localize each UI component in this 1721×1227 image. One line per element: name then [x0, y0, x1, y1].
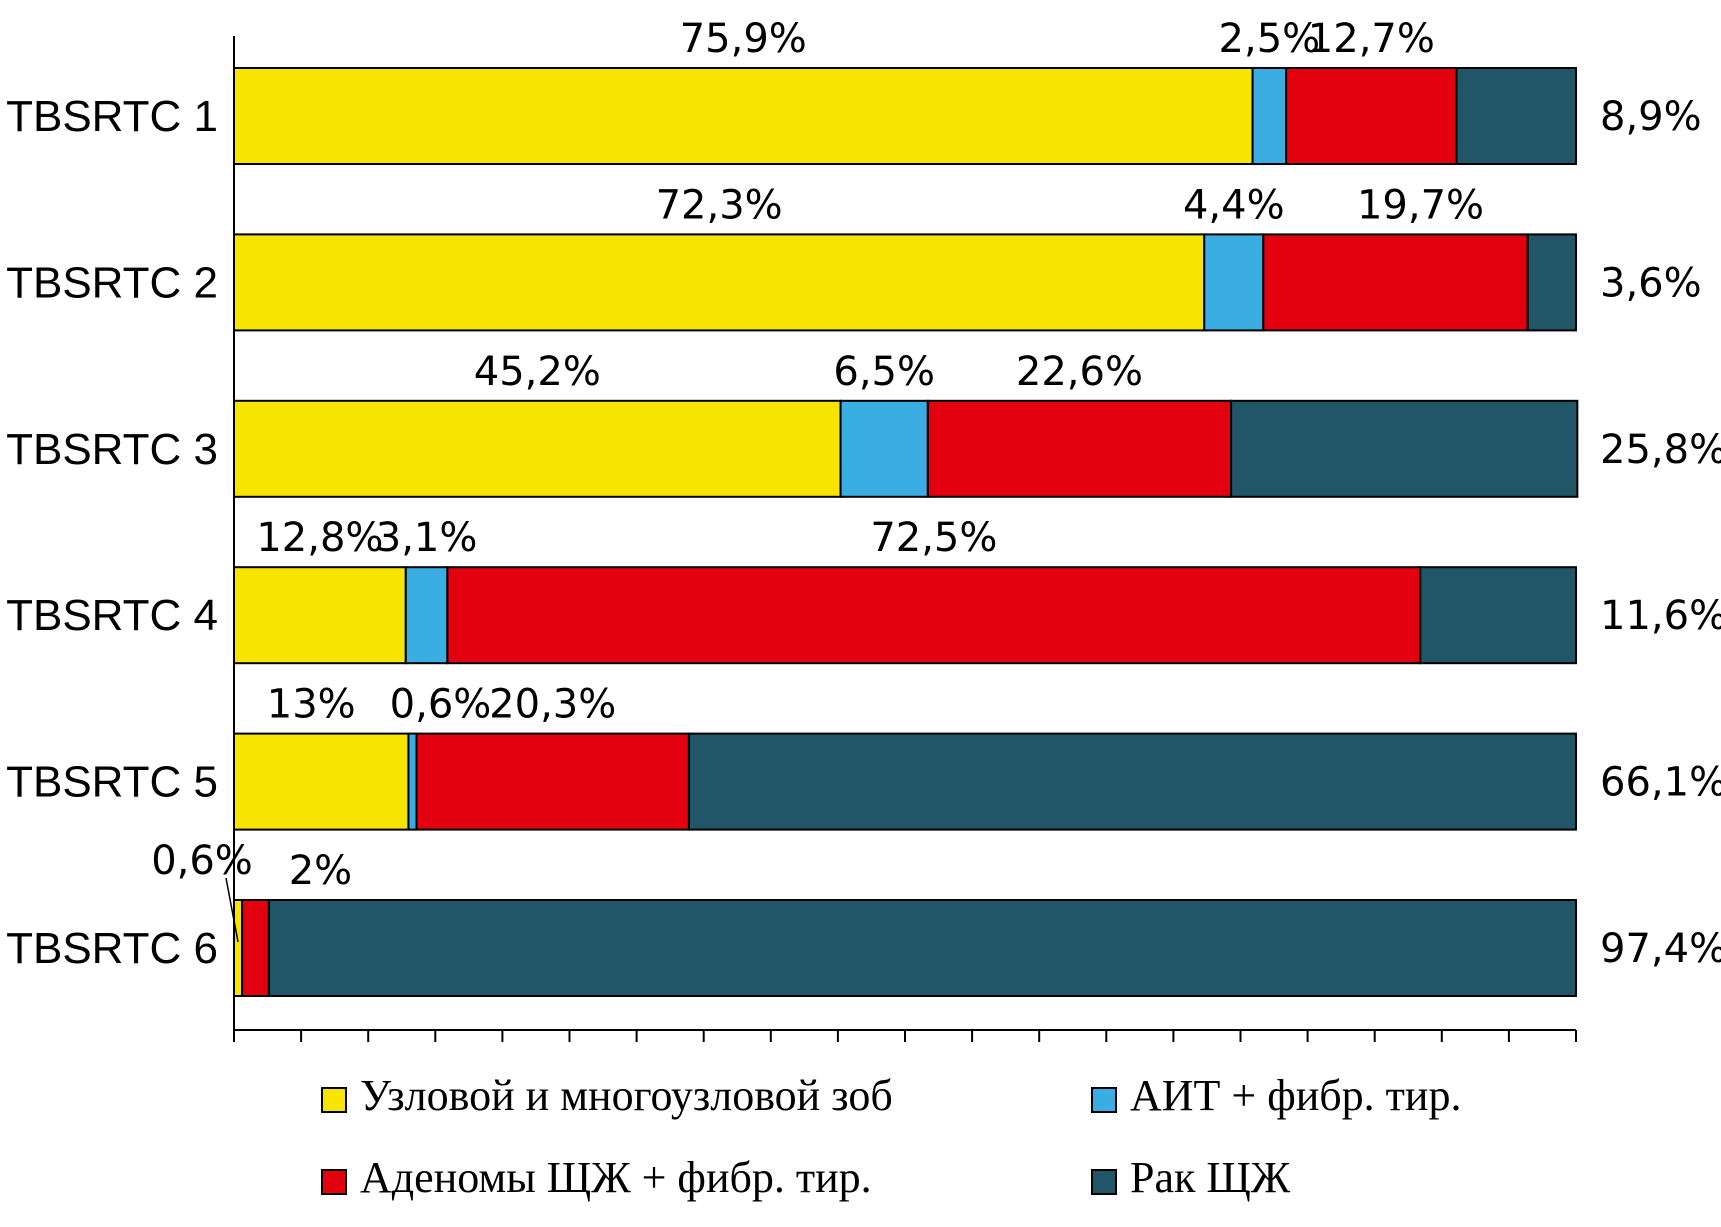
legend-swatch	[321, 1169, 347, 1195]
bar-segment	[687, 732, 1577, 831]
legend-label: АИТ + фибр. тир.	[1130, 1071, 1461, 1120]
bars	[233, 67, 1579, 997]
data-label: 19,7%	[1357, 182, 1484, 228]
data-label: 3,1%	[376, 515, 478, 561]
value-labels: 75,9% 2,5%12,7% 8,9% 72,3% 4,4% 19,7% 3,6% 45,2…	[151, 16, 1721, 972]
category-label: TBSRTC 3	[6, 425, 218, 474]
bar-segment	[1419, 566, 1577, 665]
category-label: TBSRTC 1	[6, 92, 218, 141]
bar-segment	[926, 399, 1233, 498]
data-label: 2,5%	[1219, 16, 1321, 62]
category-label: TBSRTC 6	[6, 924, 218, 973]
data-label: 66,1%	[1600, 760, 1721, 806]
legend-swatch	[321, 1087, 347, 1113]
bar-segment	[404, 566, 449, 665]
legend-label: Узловой и многоузловой зоб	[360, 1071, 893, 1120]
data-label: 72,3%	[656, 182, 783, 228]
bar-segment	[1285, 67, 1458, 165]
data-label: 3,6%	[1600, 260, 1702, 306]
data-label: 8,9%	[1600, 94, 1702, 140]
data-label: 75,9%	[680, 16, 807, 62]
legend-swatch	[1091, 1087, 1117, 1113]
data-label: 13%	[267, 682, 356, 728]
data-label: 6,5%	[833, 349, 935, 395]
bar-segment	[241, 899, 270, 997]
bar-segment	[233, 566, 407, 665]
bar-segment	[1455, 67, 1578, 165]
bar-segment	[407, 732, 418, 831]
data-label: 25,8%	[1600, 427, 1721, 473]
data-label: 0,6%	[390, 682, 492, 728]
bar-segment	[233, 67, 1254, 165]
bar-segment	[839, 399, 929, 498]
data-label: 97,4%	[1600, 926, 1721, 972]
data-label: 12,7%	[1308, 16, 1435, 62]
bar-segment	[415, 732, 690, 831]
data-label: 0,6%	[151, 838, 253, 884]
data-label: 2%	[289, 848, 352, 894]
bar-segment	[233, 899, 244, 997]
bar-segment	[446, 566, 1422, 665]
bar-segment	[1230, 399, 1579, 498]
legend-label: Аденомы ЩЖ + фибр. тир.	[360, 1153, 872, 1202]
bar-segment	[233, 399, 842, 498]
leader-line	[225, 877, 239, 943]
bar-segment	[233, 233, 1206, 332]
data-label: 20,3%	[489, 682, 616, 728]
bar-segment	[1526, 233, 1577, 332]
category-label: TBSRTC 2	[6, 258, 218, 307]
category-labels: TBSRTC 1 TBSRTC 2 TBSRTC 3 TBSRTC 4 TBSRTC 5…	[6, 92, 218, 973]
data-label: 22,6%	[1016, 349, 1143, 395]
bar-segment	[267, 899, 1578, 997]
data-label: 4,4%	[1183, 182, 1285, 228]
axes	[233, 36, 1577, 1042]
legend-swatch	[1091, 1169, 1117, 1195]
data-label: 11,6%	[1600, 593, 1721, 639]
data-label: 72,5%	[870, 515, 997, 561]
bar-segment	[1251, 67, 1288, 165]
category-label: TBSRTC 4	[6, 591, 218, 640]
data-label: 12,8%	[256, 515, 383, 561]
legend: Узловой и многоузловой зоб АИТ + фибр. ти…	[321, 1071, 1461, 1202]
category-label: TBSRTC 5	[6, 758, 218, 807]
bar-segment	[233, 732, 410, 831]
bar-segment	[1203, 233, 1265, 332]
data-label: 45,2%	[474, 349, 601, 395]
legend-label: Рак ЩЖ	[1130, 1153, 1291, 1202]
bar-segment	[1262, 233, 1529, 332]
